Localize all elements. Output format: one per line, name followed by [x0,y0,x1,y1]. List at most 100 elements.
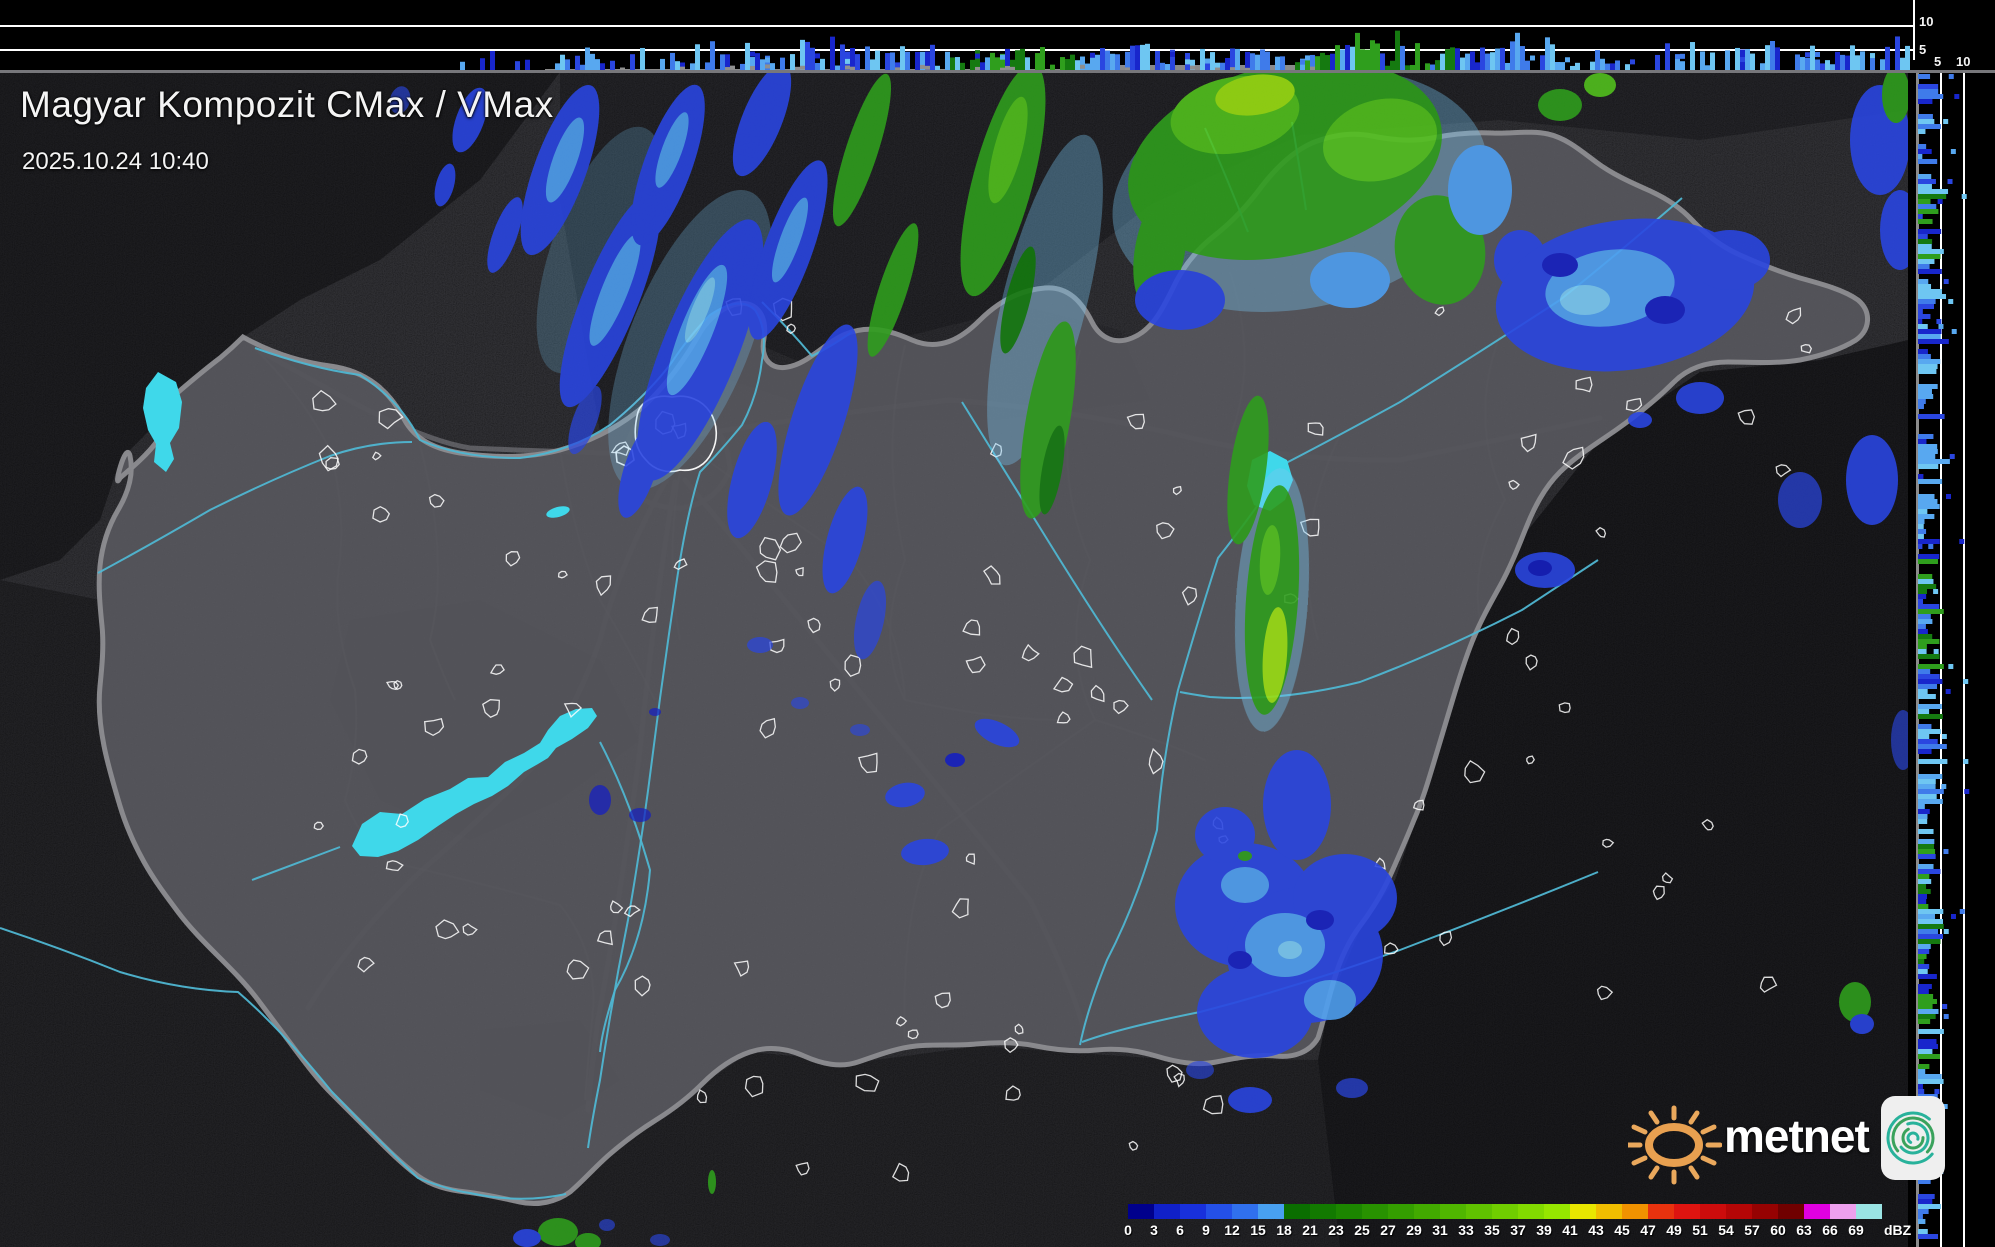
settlement-outline [641,606,659,623]
settlement-outline [1575,376,1593,393]
settlement-outline [557,570,568,579]
settlement-outline [807,617,821,634]
scale-tick-label: 12 [1224,1222,1240,1238]
radar-echoes [389,60,1920,1247]
scale-color-block [1258,1204,1284,1219]
scale-color-block [1492,1204,1518,1219]
settlement-outline [1172,485,1182,496]
settlement-outline [829,678,841,692]
sun-icon [1628,1105,1722,1185]
settlement-outline [610,441,630,457]
settlement-outline [965,655,986,674]
settlement-outline [595,575,612,597]
settlement-outline [1558,702,1571,714]
scale-tick-label: 47 [1640,1222,1656,1238]
settlement-outline [372,505,391,523]
scale-color-block [1336,1204,1362,1219]
scale-tick-label: 69 [1848,1222,1864,1238]
scale-color-block [1596,1204,1622,1219]
page-title: Magyar Kompozit CMax / VMax [20,84,554,125]
settlement-outline [1126,413,1145,430]
scale-tick-label: 18 [1276,1222,1292,1238]
scale-tick-label: 49 [1666,1222,1682,1238]
scale-tick-label: 23 [1328,1222,1344,1238]
settlement-outline [1052,676,1074,693]
scale-color-block [1544,1204,1570,1219]
scale-color-block [1674,1204,1700,1219]
right-profile-echoes [1918,74,1970,1239]
settlement-outline [951,898,969,919]
settlement-outline [1166,1064,1183,1083]
settlement-outline [1505,627,1520,646]
settlement-outline [759,717,776,739]
top-profile-echoes [460,30,1910,72]
settlement-outline [505,551,521,567]
settlement-outline [1652,885,1665,901]
settlement-outline [1434,306,1445,317]
settlement-outline [1005,1085,1021,1101]
corner-axis-line [1913,0,1915,60]
timestamp: 2025.10.24 10:40 [22,148,209,175]
settlement-outline [755,560,778,583]
scale-tick-label: 54 [1718,1222,1734,1238]
dbz-scale-labels: 0 3 6 9 12 15 18 21 23 25 27 29 31 33 35 37 39 41 43 45 47 49… [1124,1222,1948,1238]
settlement-outline [1412,799,1425,811]
settlement-outline [489,664,505,675]
map-top-edge-line [0,70,1995,73]
scale-tick-label: 51 [1692,1222,1708,1238]
scale-color-block [1232,1204,1258,1219]
settlement-outline [596,930,613,946]
scale-color-block [1648,1204,1674,1219]
settlement-outline [786,323,797,335]
settlement-outline [1090,684,1105,703]
settlement-outline [1595,526,1607,538]
scale-tick-label: 25 [1354,1222,1370,1238]
settlement-outline [482,699,500,718]
settlement-outline [907,1029,919,1040]
settlement-outline [795,566,804,577]
settlement-outline [744,1075,764,1098]
settlement-outline [1520,433,1537,453]
scale-tick-label: 57 [1744,1222,1760,1238]
settlement-outline [1021,643,1040,662]
settlement-outline [696,1089,708,1104]
settlement-outline [566,959,590,980]
settlement-outline [1508,479,1520,490]
top-axis-label-10km: 10 [1919,14,1934,29]
scale-color-block [1518,1204,1544,1219]
scale-tick-label: 39 [1536,1222,1552,1238]
settlement-outline [371,451,382,461]
settlement-outline [563,702,583,718]
settlement-outline [1775,464,1792,478]
scale-tick-label: 45 [1614,1222,1630,1238]
metnet-logo: metnet [1628,1095,1958,1187]
scale-tick-label: 29 [1406,1222,1422,1238]
settlement-outline [1156,522,1175,540]
lake-velence [546,506,570,518]
settlement-outlines [312,297,1813,1182]
settlement-outline [965,853,976,866]
spiral-logo-icon [1881,1096,1945,1180]
settlement-outline [759,536,782,561]
settlement-outline [312,389,337,412]
scale-color-block [1310,1204,1336,1219]
scale-color-block [1804,1204,1830,1219]
scale-color-block [1778,1204,1804,1219]
settlement-outline [1148,747,1164,775]
settlement-outline [318,444,339,472]
settlement-outline [1526,755,1535,765]
settlement-outline [634,975,651,997]
settlement-outline [1181,586,1198,606]
settlement-outline [895,1016,908,1027]
settlement-outline [435,919,460,940]
scale-color-block [1752,1204,1778,1219]
top-gridline-10km [0,25,1913,27]
right-axis-label-5km: 5 [1934,54,1942,69]
settlement-outline [962,619,981,636]
scale-tick-label: 21 [1302,1222,1318,1238]
settlement-outline [1661,872,1674,884]
settlement-outline [1737,409,1755,425]
scale-color-block [1570,1204,1596,1219]
scale-tick-label: 41 [1562,1222,1578,1238]
